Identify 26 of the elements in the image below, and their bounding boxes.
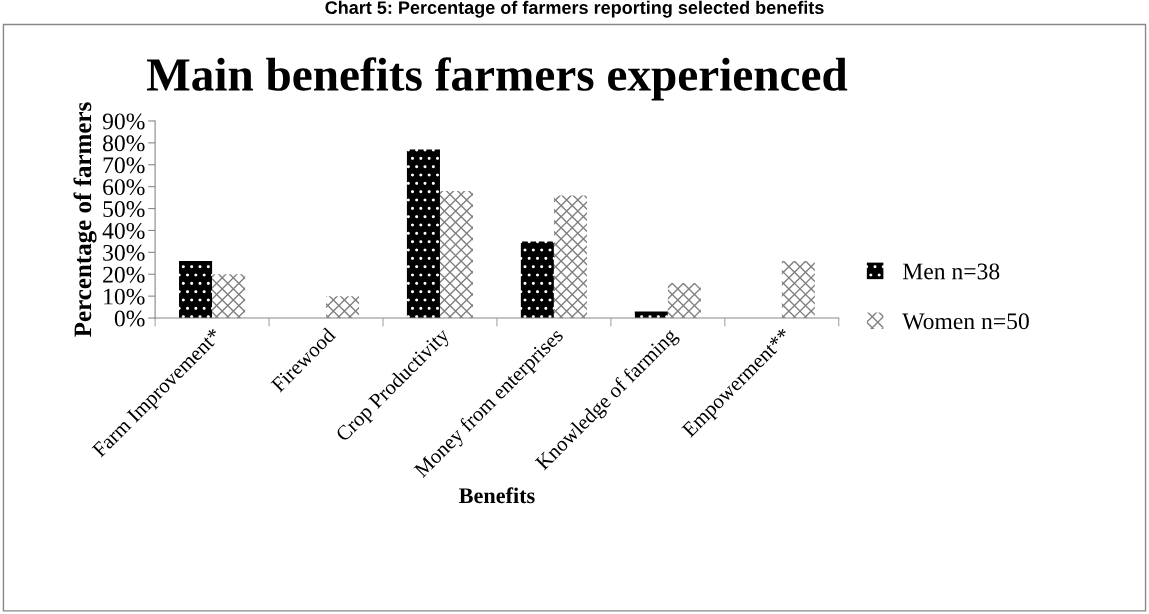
y-axis-title: Percentage of farmers — [73, 102, 97, 337]
y-tick-label: 40% — [102, 222, 145, 239]
x-axis-title: Benefits — [459, 487, 535, 504]
y-tick-label: 30% — [103, 244, 145, 261]
y-tick-label: 70% — [103, 157, 145, 174]
chart-title: Main benefits farmers experienced — [146, 57, 848, 101]
bar — [406, 149, 440, 319]
bar — [179, 261, 213, 319]
bar — [634, 311, 668, 319]
y-tick-label: 20% — [103, 266, 145, 283]
y-tick-label: 60% — [103, 179, 145, 196]
bar — [667, 283, 701, 319]
y-tick-label: 10% — [104, 288, 145, 305]
legend-label: Women n=50 — [902, 313, 1029, 330]
legend-label: Men n=38 — [902, 263, 1000, 280]
y-tick-label: 80% — [103, 135, 145, 152]
bar — [326, 296, 360, 319]
bar — [781, 261, 815, 319]
bar — [553, 195, 587, 319]
y-tick-label: 50% — [103, 201, 145, 218]
y-tick-label: 90% — [102, 113, 145, 130]
bar — [212, 274, 246, 319]
caption: Chart 5: Percentage of farmers reporting selected benefits — [325, 0, 824, 18]
bar — [439, 191, 474, 319]
bar — [520, 241, 554, 319]
y-tick-label: 0% — [114, 310, 145, 327]
